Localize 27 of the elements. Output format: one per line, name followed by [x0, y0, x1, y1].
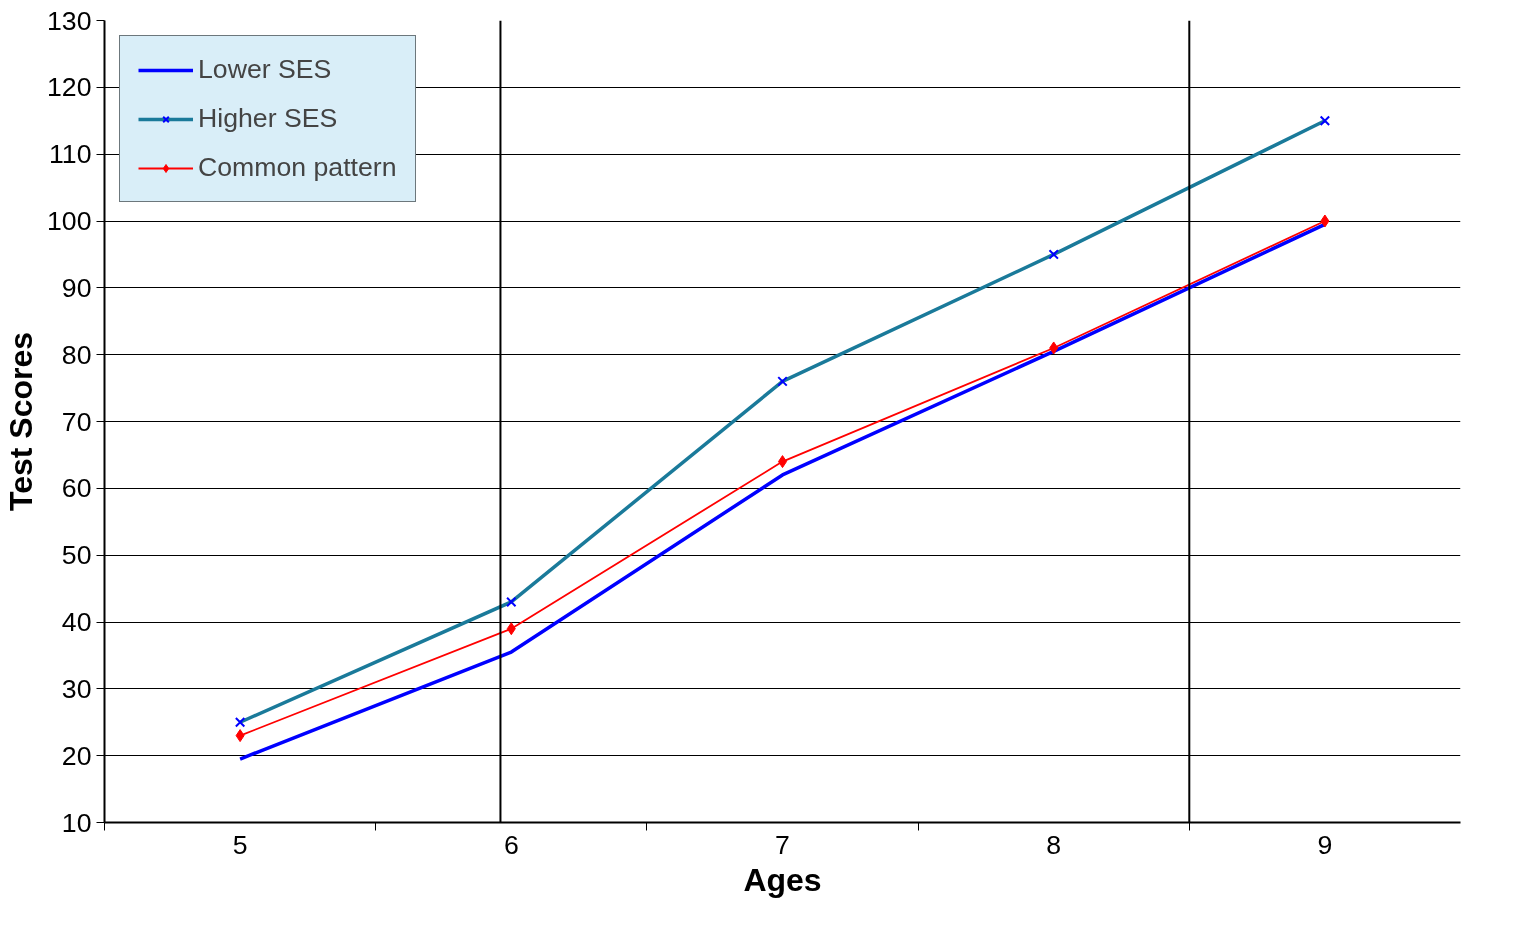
y-tick-label: 20 [61, 740, 92, 771]
y-tick-label: 60 [61, 473, 92, 504]
y-tick-label: 10 [61, 807, 92, 838]
x-axis-title: Ages [743, 861, 822, 898]
legend-label: Lower SES [198, 54, 332, 85]
y-tick-label: 80 [61, 339, 92, 370]
y-tick-label: 30 [61, 673, 92, 704]
y-tick-label: 110 [49, 139, 92, 170]
point [1049, 341, 1059, 355]
legend-label: Common pattern [198, 152, 397, 183]
y-axis-title: Test Scores [3, 331, 40, 512]
point [1320, 214, 1330, 228]
x-tick-label: 8 [1046, 829, 1062, 860]
x-tick-label: 6 [503, 829, 519, 860]
y-tick-label: 90 [61, 272, 92, 303]
point [235, 729, 245, 743]
y-tick-label: 100 [47, 206, 92, 236]
y-tick-label: 40 [61, 607, 92, 637]
y-tick-label: 120 [47, 72, 92, 103]
x-tick-label: 9 [1317, 829, 1333, 860]
point [506, 622, 516, 636]
legend-label: Higher SES [198, 103, 338, 134]
y-tick-label: 70 [61, 406, 92, 437]
y-tick-label: 50 [61, 540, 92, 571]
y-tick-label: 130 [47, 5, 92, 36]
x-tick-label: 7 [775, 829, 790, 860]
x-tick-label: 5 [232, 829, 248, 860]
